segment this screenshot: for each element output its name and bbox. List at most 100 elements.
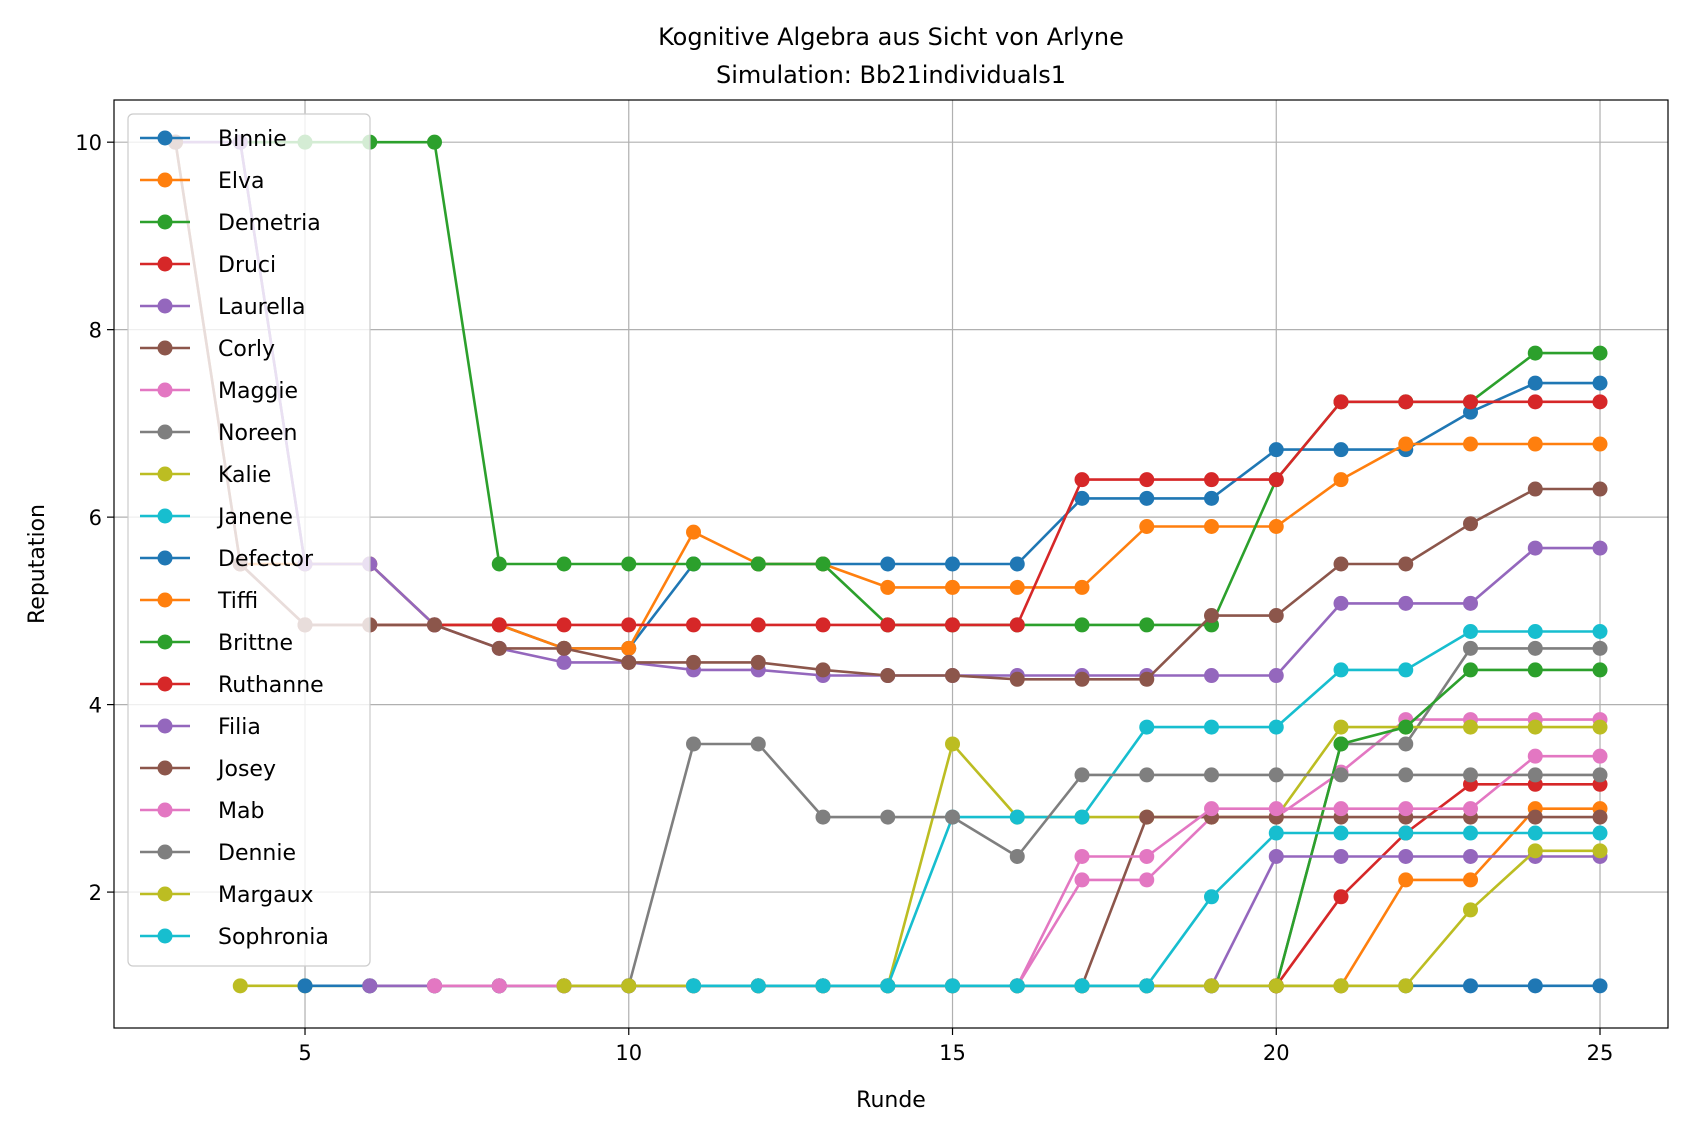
data-point	[1268, 668, 1284, 684]
data-point	[945, 579, 961, 595]
data-point	[1527, 623, 1543, 639]
data-point	[1268, 472, 1284, 488]
data-point	[297, 978, 313, 994]
data-point	[1074, 472, 1090, 488]
data-point	[621, 640, 637, 656]
data-point	[1592, 394, 1608, 410]
x-tick-label: 5	[298, 1041, 311, 1065]
legend-item: Ruthanne	[140, 673, 324, 698]
data-point	[1074, 872, 1090, 888]
data-point	[1333, 736, 1349, 752]
data-point	[1463, 394, 1479, 410]
data-point	[1463, 404, 1479, 420]
data-point	[1333, 662, 1349, 678]
series-line	[1275, 668, 1600, 987]
data-point	[815, 556, 831, 572]
data-point	[1592, 436, 1608, 452]
data-point	[621, 978, 637, 994]
legend-swatch-marker	[157, 172, 173, 188]
data-point	[1398, 719, 1414, 735]
legend-swatch-marker	[157, 424, 173, 440]
data-point	[1398, 436, 1414, 452]
data-point	[1139, 519, 1155, 535]
data-point	[1333, 472, 1349, 488]
data-point	[621, 654, 637, 670]
data-point	[1527, 767, 1543, 783]
data-point	[1527, 978, 1543, 994]
data-point	[1527, 481, 1543, 497]
data-point	[1139, 848, 1155, 864]
data-point	[1074, 617, 1090, 633]
data-point	[945, 978, 961, 994]
plot-area	[168, 134, 1608, 994]
x-tick-label: 15	[939, 1041, 966, 1065]
data-point	[1398, 848, 1414, 864]
data-point	[1527, 345, 1543, 361]
data-point	[815, 978, 831, 994]
data-point	[491, 978, 507, 994]
legend-item: Tiffi	[140, 589, 258, 614]
data-point	[880, 668, 896, 684]
legend-swatch-marker	[157, 214, 173, 230]
legend-label: Maggie	[218, 379, 298, 404]
legend-swatch-marker	[157, 130, 173, 146]
data-point	[1268, 978, 1284, 994]
x-tick-label: 20	[1263, 1041, 1290, 1065]
data-point	[1463, 848, 1479, 864]
data-point	[1463, 825, 1479, 841]
y-tick-label: 4	[89, 694, 102, 718]
data-point	[1527, 662, 1543, 678]
data-point	[945, 668, 961, 684]
data-point	[1463, 801, 1479, 817]
legend-label: Demetria	[218, 211, 321, 236]
legend-swatch-marker	[157, 886, 173, 902]
data-point	[1592, 345, 1608, 361]
data-point	[1398, 394, 1414, 410]
series-line	[239, 400, 1600, 627]
legend-label: Laurella	[218, 295, 305, 320]
legend-swatch-marker	[157, 676, 173, 692]
data-point	[1139, 767, 1155, 783]
data-point	[880, 556, 896, 572]
data-point	[1268, 801, 1284, 817]
data-point	[1009, 671, 1025, 687]
data-point	[1009, 617, 1025, 633]
data-point	[1074, 767, 1090, 783]
data-point	[1398, 801, 1414, 817]
data-point	[1139, 490, 1155, 506]
legend-item: Josey	[140, 757, 276, 782]
legend-swatch-marker	[157, 718, 173, 734]
legend-label: Defector	[218, 547, 314, 572]
legend-label: Ruthanne	[218, 673, 324, 698]
data-point	[815, 662, 831, 678]
legend-label: Kalie	[218, 463, 271, 488]
legend-label: Josey	[216, 757, 276, 782]
y-tick-label: 6	[89, 506, 102, 530]
data-point	[1139, 472, 1155, 488]
data-point	[491, 556, 507, 572]
data-point	[1398, 978, 1414, 994]
data-point	[1074, 978, 1090, 994]
data-point	[686, 556, 702, 572]
data-point	[556, 617, 572, 633]
data-point	[1398, 556, 1414, 572]
data-point	[945, 556, 961, 572]
data-point	[1398, 767, 1414, 783]
data-point	[880, 809, 896, 825]
data-point	[1463, 872, 1479, 888]
data-point	[1463, 719, 1479, 735]
data-point	[1463, 767, 1479, 783]
legend-label: Corly	[218, 337, 275, 362]
legend-item: Noreen	[140, 421, 298, 446]
data-point	[686, 978, 702, 994]
data-point	[1592, 978, 1608, 994]
data-point	[1333, 825, 1349, 841]
legend-label: Mab	[218, 799, 264, 824]
data-point	[1333, 556, 1349, 572]
legend-label: Druci	[218, 253, 276, 278]
data-point	[427, 617, 443, 633]
chart-title: Kognitive Algebra aus Sicht von Arlyne	[658, 23, 1124, 51]
legend-swatch-marker	[157, 382, 173, 398]
data-point	[1527, 825, 1543, 841]
data-point	[1268, 767, 1284, 783]
